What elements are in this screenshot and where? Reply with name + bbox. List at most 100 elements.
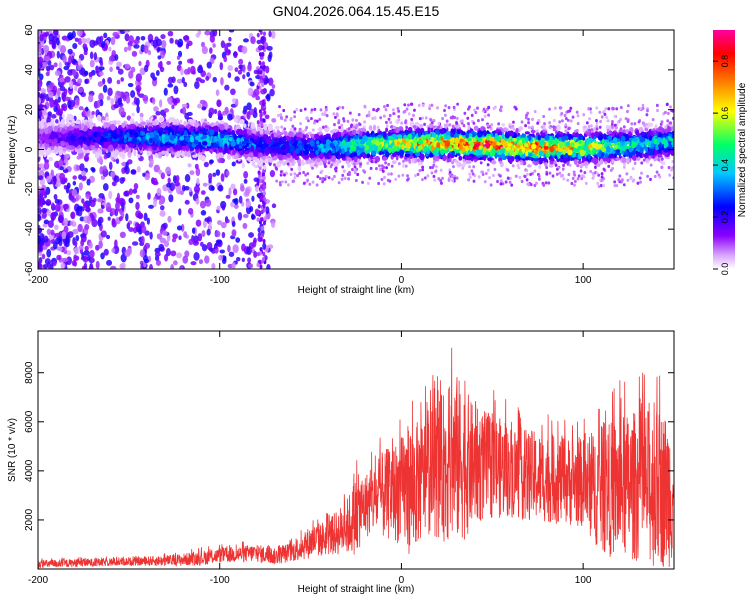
spectrogram-band-cell — [105, 116, 110, 122]
spectrogram-noise-cell — [197, 103, 202, 109]
spectrogram-noise-cell — [189, 58, 194, 65]
spectrogram-noise-cell — [45, 199, 52, 207]
spectrogram-noise-cell — [77, 208, 83, 217]
spectrogram-noise-cell — [133, 39, 140, 45]
spectrogram-noise-cell — [116, 79, 121, 85]
spectrogram-noise-cell — [176, 78, 183, 84]
spectrogram-band-cell — [573, 159, 578, 165]
spectrogram-noise-cell — [271, 84, 276, 89]
spectrogram-noise-cell — [130, 90, 136, 98]
spectrogram-noise-cell — [100, 252, 105, 260]
spectrogram-band-cell — [599, 158, 604, 165]
spectrogram-noise-cell — [91, 167, 96, 173]
spectrogram-noise-cell — [98, 66, 105, 71]
spectrogram-noise-cell — [162, 112, 167, 118]
spectrogram-noise-cell — [156, 187, 162, 197]
spectrogram-noise-cell — [78, 182, 83, 191]
spectrogram-noise-cell — [88, 71, 93, 78]
spectrogram-noise-cell — [67, 32, 74, 41]
spectrogram-noise-cell — [233, 204, 239, 209]
spectrogram-noise-cell — [214, 230, 221, 238]
spectrogram-band-cell — [262, 164, 267, 171]
spectrogram-noise-cell — [77, 87, 84, 93]
spectrogram-noise-cell — [138, 60, 142, 67]
spectrogram-band-cell — [644, 127, 649, 132]
spectrogram-noise-cell — [38, 261, 41, 269]
spectrogram-noise-cell — [64, 61, 70, 66]
spectrogram-noise-cell — [83, 249, 90, 256]
spectrogram-noise-cell — [63, 249, 68, 255]
spectrogram-noise-cell — [77, 64, 82, 71]
spectrogram-noise-cell — [168, 194, 174, 203]
spectrogram-noise-cell — [203, 161, 209, 168]
spectrogram-noise-cell — [159, 205, 165, 211]
spectrogram-noise-cell — [125, 96, 131, 104]
spectrogram-noise-cell — [246, 102, 252, 111]
spectrogram-noise-cell — [108, 55, 115, 62]
spectrogram-band-cell — [401, 163, 405, 169]
spectrogram-noise-cell — [55, 119, 59, 124]
spectrogram-noise-cell — [164, 253, 169, 262]
spectrogram-noise-cell — [153, 115, 157, 120]
spectrogram-noise-cell — [46, 175, 52, 183]
spectrogram-noise-cell — [58, 61, 62, 70]
spectrogram-noise-cell — [191, 227, 196, 234]
spectrogram-noise-cell — [192, 240, 199, 246]
spectrogram-noise-cell — [44, 31, 50, 37]
spectrogram-noise-cell — [88, 265, 94, 269]
spectrogram-noise-cell — [105, 202, 112, 211]
spectrogram-noise-cell — [271, 30, 276, 39]
spectrogram-band-cell — [251, 160, 256, 167]
spectrogram-noise-cell — [39, 103, 44, 111]
spectrogram-noise-cell — [180, 67, 184, 76]
spectrogram-noise-cell — [162, 230, 168, 236]
spectrogram-band-cell — [591, 157, 597, 163]
spectrogram-noise-cell — [116, 61, 122, 68]
spectrogram-noise-cell — [51, 40, 56, 49]
spectrogram-noise-cell — [176, 55, 181, 60]
spectrogram-noise-cell — [103, 154, 108, 160]
spectrogram-noise-cell — [251, 195, 255, 202]
spectrogram-noise-cell — [154, 255, 160, 262]
spectrogram-noise-cell — [133, 44, 140, 49]
spectrogram-noise-cell — [38, 86, 42, 92]
spectrogram-noise-cell — [166, 60, 172, 65]
spectrogram-noise-cell — [216, 99, 222, 108]
spectrogram-noise-cell — [91, 110, 95, 115]
spectrogram-noise-cell — [68, 55, 72, 65]
spectrogram-noise-cell — [38, 110, 43, 117]
spectrogram-noise-cell — [119, 177, 125, 184]
spectrogram-noise-cell — [212, 43, 216, 48]
spectrogram-stripe-cell — [263, 216, 267, 221]
spectrogram-noise-cell — [121, 202, 125, 211]
spectrogram-noise-cell — [175, 174, 180, 183]
spectrogram-noise-cell — [185, 43, 190, 50]
spectrogram-noise-cell — [39, 33, 44, 42]
spectrogram-noise-cell — [253, 88, 260, 97]
spectrogram-noise-cell — [105, 234, 111, 240]
spectrogram-stripe-cell — [258, 194, 262, 199]
spectrogram-noise-cell — [217, 110, 222, 118]
spectrogram-noise-cell — [160, 172, 166, 180]
spectrogram-noise-cell — [95, 244, 100, 251]
spectrogram-noise-cell — [269, 170, 276, 178]
spectrogram-noise-cell — [143, 258, 150, 264]
spectrogram-noise-cell — [43, 61, 47, 68]
spectrogram-noise-cell — [133, 96, 138, 105]
spectrogram-noise-cell — [135, 194, 140, 199]
spectrogram-noise-cell — [117, 97, 123, 106]
spectrogram-noise-cell — [93, 52, 98, 61]
spectrogram-noise-cell — [242, 64, 246, 73]
spectrogram-band-cell — [456, 128, 461, 135]
spectrogram-noise-cell — [95, 65, 99, 74]
spectrogram-noise-cell — [200, 210, 207, 216]
spectrogram-noise-cell — [85, 206, 91, 213]
spectrogram-noise-cell — [247, 257, 252, 264]
spectrogram-noise-cell — [220, 76, 224, 86]
spectrogram-noise-cell — [79, 163, 85, 172]
spectrogram-noise-cell — [125, 213, 129, 222]
spectrogram-noise-cell — [81, 265, 87, 269]
spectrogram-band-cell — [409, 120, 415, 128]
spectrogram-noise-cell — [75, 97, 80, 106]
spectrogram-noise-cell — [85, 193, 90, 200]
